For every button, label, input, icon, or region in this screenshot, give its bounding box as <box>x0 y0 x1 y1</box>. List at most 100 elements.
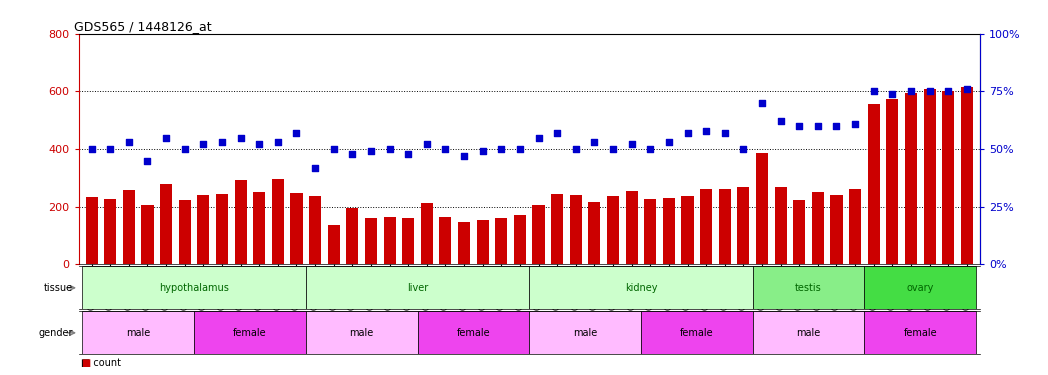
Bar <box>662 198 675 264</box>
Bar <box>458 222 471 264</box>
Bar <box>719 189 730 264</box>
Point <box>233 135 249 141</box>
Bar <box>83 266 306 309</box>
Bar <box>570 195 582 264</box>
Text: female: female <box>457 328 490 338</box>
Bar <box>160 184 172 264</box>
Point <box>586 139 603 145</box>
Bar <box>923 89 936 264</box>
Bar <box>681 196 694 264</box>
Point <box>325 146 342 152</box>
Bar <box>197 195 210 264</box>
Bar <box>551 194 563 264</box>
Text: male: male <box>350 328 374 338</box>
Point <box>866 88 882 94</box>
Bar <box>774 186 787 264</box>
Bar <box>942 92 955 264</box>
Point <box>344 151 361 157</box>
Point <box>809 123 826 129</box>
Point <box>456 153 473 159</box>
Point <box>400 151 417 157</box>
Bar <box>83 311 194 354</box>
Bar <box>420 203 433 264</box>
Point <box>959 86 976 92</box>
Bar <box>123 190 135 264</box>
Bar <box>514 215 526 264</box>
Text: ■ count: ■ count <box>81 358 121 368</box>
Bar <box>752 266 865 309</box>
Point <box>772 118 789 124</box>
Bar <box>86 196 97 264</box>
Text: tissue: tissue <box>44 283 73 293</box>
Bar <box>626 192 638 264</box>
Bar <box>306 266 529 309</box>
Bar <box>290 193 303 264</box>
Bar <box>641 311 752 354</box>
Bar <box>384 217 396 264</box>
Point <box>307 165 324 171</box>
Point <box>847 121 864 127</box>
Bar <box>752 311 865 354</box>
Point <box>288 130 305 136</box>
Bar <box>179 200 191 264</box>
Point <box>418 141 435 147</box>
Text: female: female <box>233 328 267 338</box>
Text: male: male <box>126 328 150 338</box>
Bar <box>812 192 824 264</box>
Point <box>679 130 696 136</box>
Point <box>83 146 100 152</box>
Bar <box>588 201 601 264</box>
Text: female: female <box>903 328 937 338</box>
Point <box>735 146 751 152</box>
Bar <box>849 189 861 264</box>
Text: hypothalamus: hypothalamus <box>159 283 230 293</box>
Text: ■: ■ <box>81 358 90 368</box>
Point <box>698 128 715 134</box>
Point <box>102 146 118 152</box>
Text: gender: gender <box>39 328 73 338</box>
Bar <box>738 187 749 264</box>
Point <box>549 130 566 136</box>
Point <box>511 146 528 152</box>
Point <box>437 146 454 152</box>
Bar <box>309 196 321 264</box>
Bar <box>417 311 529 354</box>
Bar <box>402 217 414 264</box>
Point <box>660 139 677 145</box>
Bar <box>865 311 976 354</box>
Bar <box>961 87 973 264</box>
Bar <box>306 311 417 354</box>
Point <box>250 141 267 147</box>
Point <box>921 88 938 94</box>
Point <box>567 146 584 152</box>
Point <box>791 123 808 129</box>
Point <box>214 139 231 145</box>
Bar <box>194 311 306 354</box>
Text: male: male <box>796 328 821 338</box>
Bar <box>346 208 358 264</box>
Point <box>121 139 137 145</box>
Text: liver: liver <box>407 283 429 293</box>
Bar <box>439 217 452 264</box>
Bar <box>756 153 768 264</box>
Bar <box>254 192 265 264</box>
Point <box>475 148 492 154</box>
Point <box>940 88 957 94</box>
Text: testis: testis <box>795 283 822 293</box>
Bar <box>607 196 619 264</box>
Bar <box>235 180 246 264</box>
Point <box>605 146 621 152</box>
Point <box>381 146 398 152</box>
Bar <box>141 205 154 264</box>
Point <box>493 146 509 152</box>
Bar <box>216 194 228 264</box>
Point <box>269 139 286 145</box>
Bar <box>865 266 976 309</box>
Text: female: female <box>680 328 714 338</box>
Bar <box>645 199 656 264</box>
Text: ovary: ovary <box>907 283 934 293</box>
Bar <box>700 189 713 264</box>
Bar <box>868 104 879 264</box>
Bar <box>328 225 340 264</box>
Point <box>754 100 770 106</box>
